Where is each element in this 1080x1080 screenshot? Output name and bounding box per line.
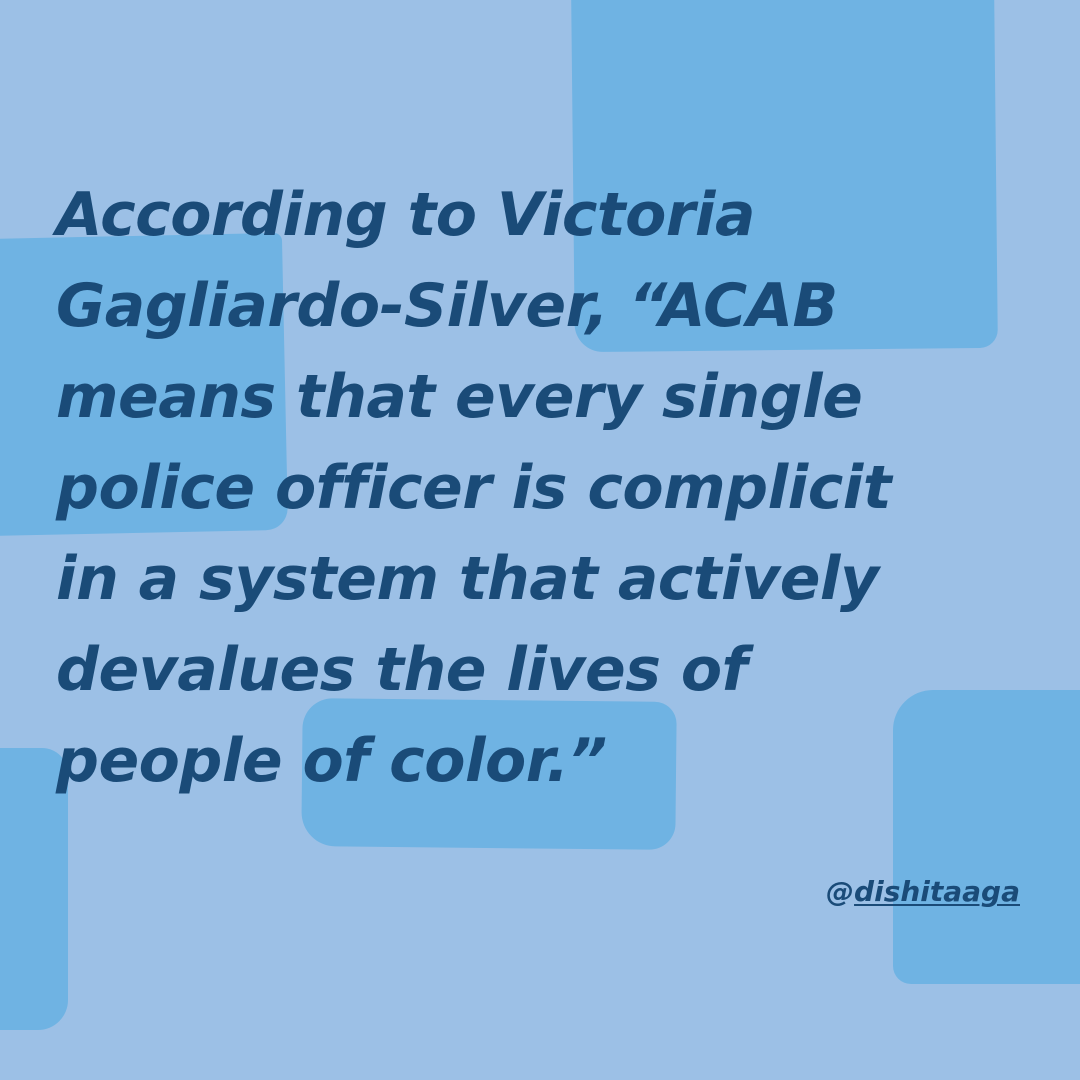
- brush-stroke-left-lower: [0, 748, 68, 1030]
- quote-line: in a system that actively: [56, 544, 879, 614]
- quote-line: Gagliardo-Silver, “ACAB: [56, 271, 838, 341]
- username-link[interactable]: dishitaaga: [854, 875, 1020, 908]
- at-sign: @: [826, 875, 855, 908]
- quote-line: means that every single: [56, 362, 863, 432]
- quote-line: people of color.”: [56, 726, 607, 796]
- quote-line: According to Victoria: [56, 180, 755, 250]
- quote-line: police officer is complicit: [56, 453, 892, 523]
- quote-text: According to Victoria Gagliardo-Silver, …: [56, 170, 1066, 807]
- brush-stroke-bottom-right: [893, 690, 1080, 984]
- author-handle[interactable]: @dishitaaga: [780, 872, 1020, 912]
- quote-line: devalues the lives of: [56, 635, 748, 705]
